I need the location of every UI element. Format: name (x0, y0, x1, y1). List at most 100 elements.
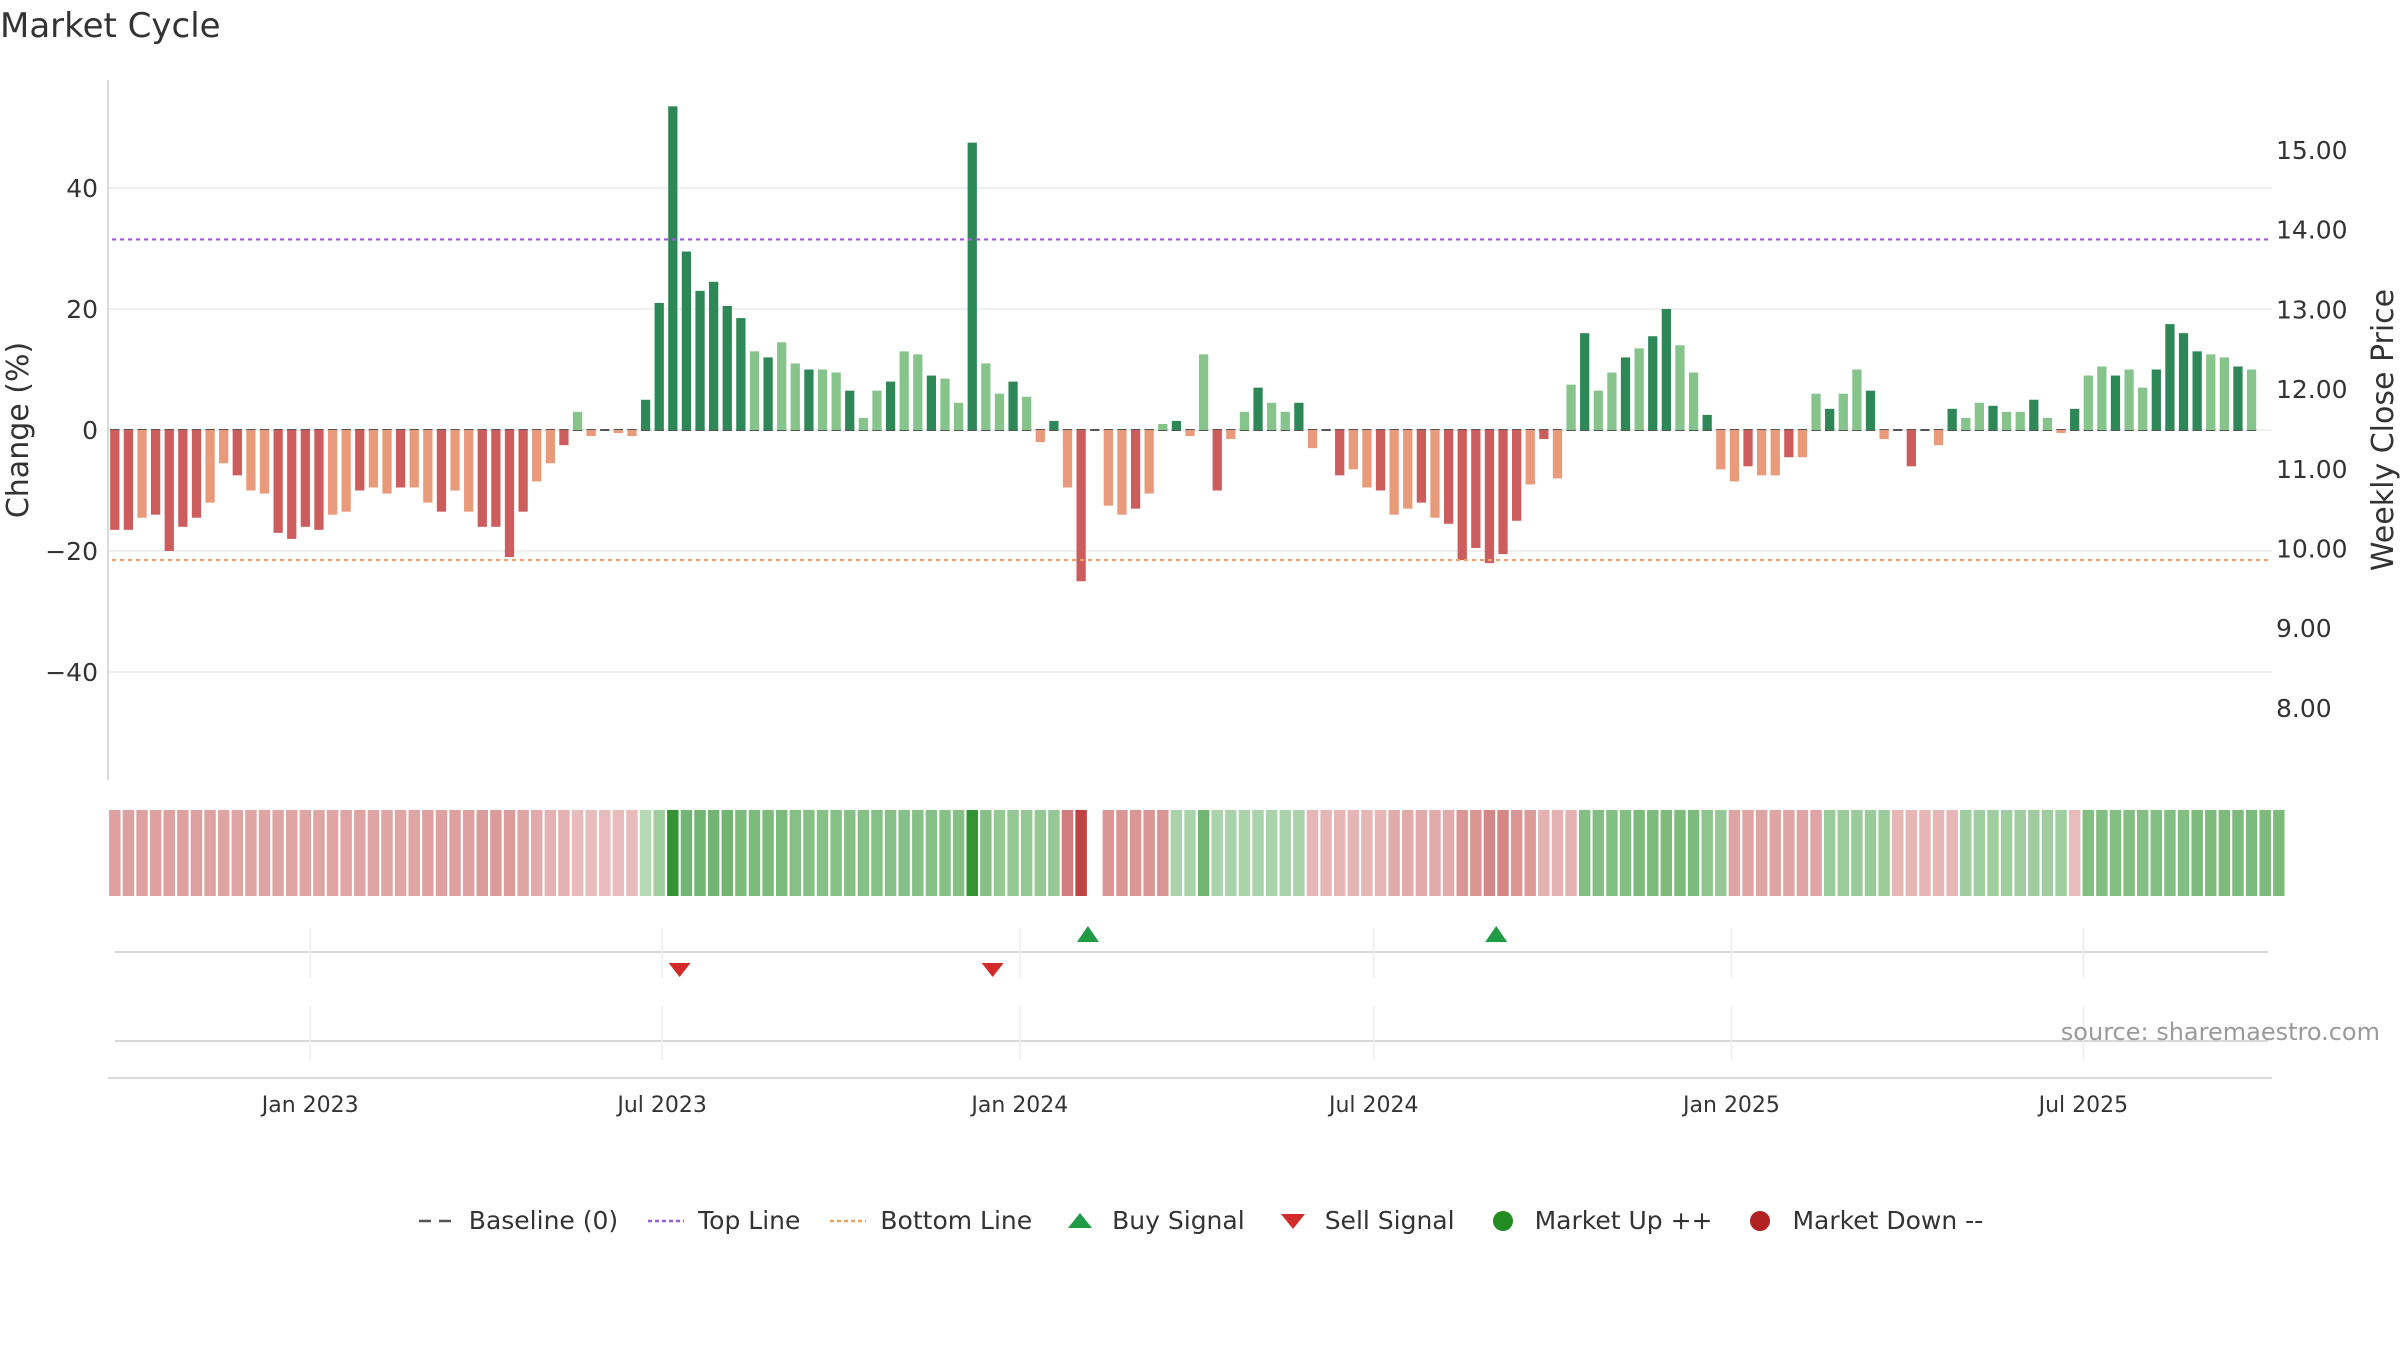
bar (327, 430, 338, 515)
strip-cell (1020, 810, 1033, 896)
strip-cell (1442, 810, 1455, 896)
strip-cell (1606, 810, 1618, 896)
strip-cell (1823, 810, 1836, 896)
strip-cell (1293, 810, 1305, 896)
strip-cell (952, 810, 965, 896)
strip-cell (694, 810, 706, 896)
bar (1512, 430, 1522, 521)
x-tick-label: Jul 2025 (2037, 1093, 2129, 1118)
strip-cell (1701, 810, 1713, 896)
strip-cell (884, 810, 897, 896)
strip-cell (544, 810, 557, 896)
strip-cell (1048, 810, 1060, 896)
bar (1648, 336, 1658, 430)
bar (1062, 430, 1073, 488)
bar (1865, 390, 1876, 430)
strip-cell (1633, 810, 1645, 896)
strip-cell (1347, 810, 1360, 896)
bar (899, 351, 909, 430)
bar (532, 430, 542, 482)
strip-cell (1687, 810, 1700, 896)
bar (1539, 430, 1549, 440)
bar (123, 430, 134, 530)
bar (1362, 430, 1372, 488)
bar (409, 430, 419, 488)
bar (1103, 430, 1113, 506)
bar (423, 430, 433, 503)
strip-cell (1810, 810, 1822, 896)
buy-signal-marker (1485, 926, 1508, 942)
reference-lines (112, 238, 2272, 562)
chart-title: Market Cycle (0, 6, 221, 46)
y2-tick-label: 9.00 (2276, 614, 2332, 643)
strip-cell (1796, 810, 1809, 896)
strip-cell (1742, 810, 1754, 896)
bar (1607, 372, 1617, 430)
strip-cell (2245, 810, 2258, 896)
y2-tick-label: 12.00 (2276, 375, 2348, 404)
bar (1743, 430, 1753, 467)
bar (395, 430, 406, 488)
circle-icon (1750, 1210, 1771, 1231)
legend: Baseline (0) Top Line Bottom Line Buy Signa… (0, 1206, 2400, 1235)
strip-cell (1470, 810, 1482, 896)
bar (994, 393, 1005, 430)
y2-tick-label: 8.00 (2276, 694, 2332, 723)
bar (1375, 430, 1386, 491)
bar (1307, 430, 1318, 449)
bar (1185, 430, 1195, 437)
y2-tick-label: 11.00 (2276, 455, 2348, 484)
strip-cell (1524, 810, 1536, 896)
strip-cell (1306, 810, 1319, 896)
bar (300, 430, 310, 527)
bar (1389, 430, 1399, 515)
strip-cell (2205, 810, 2217, 896)
strip-cell (1238, 810, 1251, 896)
strip-cell (2014, 810, 2026, 896)
strip-cell (762, 810, 774, 896)
bar (2246, 369, 2257, 430)
y2-tick-label: 13.00 (2276, 295, 2348, 324)
strip-cell (490, 810, 502, 896)
strip-cell (286, 810, 298, 896)
strip-cell (871, 810, 883, 896)
strip-cell (680, 810, 693, 896)
legend-item-market-up: Market Up ++ (1483, 1206, 1712, 1235)
strip-cell (2191, 810, 2203, 896)
bar (1035, 430, 1045, 443)
bar (1416, 430, 1426, 503)
strip-cell (2109, 810, 2122, 896)
bar (2097, 366, 2107, 430)
bar (1852, 369, 1862, 430)
strip-cell (1769, 810, 1781, 896)
bar (1294, 402, 1304, 430)
strip-cell (2136, 810, 2149, 896)
bar (913, 354, 923, 430)
bar (491, 430, 501, 527)
strip-cell (1837, 810, 1849, 896)
strip-cell (1225, 810, 1237, 896)
y2-tick-label: 14.00 (2276, 216, 2348, 245)
strip-cell (1184, 810, 1196, 896)
bar (1267, 402, 1277, 430)
x-tick-label: Jan 2023 (260, 1093, 359, 1118)
bar (1961, 417, 1971, 430)
bar (1117, 430, 1127, 515)
strip-cell (1932, 810, 1945, 896)
bar (2029, 399, 2039, 430)
strip-cell (775, 810, 788, 896)
x-tick-label: Jul 2023 (615, 1093, 707, 1118)
strip-cell (830, 810, 842, 896)
strip-cell (2028, 810, 2040, 896)
strip-cell (1143, 810, 1155, 896)
y-tick-label: 0 (82, 416, 98, 445)
y2-tick-label: 10.00 (2276, 535, 2348, 564)
strip-cell (122, 810, 135, 896)
strip-cell (667, 810, 679, 896)
strip-cell (299, 810, 312, 896)
legend-item-market-down: Market Down -- (1740, 1206, 1983, 1235)
secondary-y-axis-title: Weekly Close Price (2366, 289, 2400, 571)
legend-swatch (1492, 1210, 1513, 1231)
strip-cell (313, 810, 325, 896)
bar (1784, 430, 1794, 458)
